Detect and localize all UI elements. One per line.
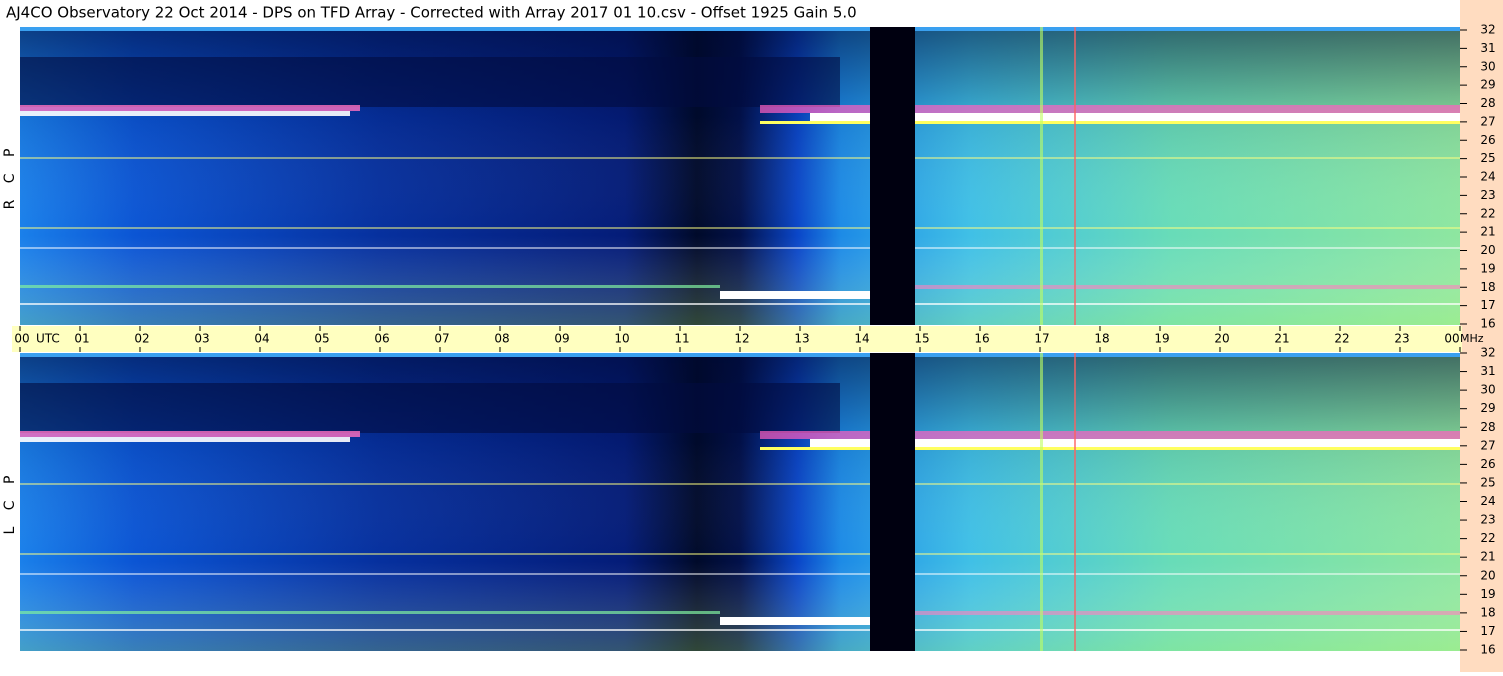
- time-label: 10: [614, 332, 629, 346]
- time-label: 22: [1334, 332, 1349, 346]
- time-label: 18: [1094, 332, 1109, 346]
- freq-label: 25: [1480, 475, 1495, 489]
- freq-label: 31: [1480, 41, 1495, 55]
- time-label: 19: [1154, 332, 1169, 346]
- freq-label: 16: [1480, 643, 1495, 657]
- freq-label: 23: [1480, 513, 1495, 527]
- time-label: 15: [914, 332, 929, 346]
- panel-label: R C P: [2, 143, 18, 210]
- freq-axis: [1460, 0, 1503, 672]
- time-label: 00: [1444, 332, 1459, 346]
- freq-label: 20: [1480, 243, 1495, 257]
- time-label: 01: [74, 332, 89, 346]
- freq-label: 21: [1480, 550, 1495, 564]
- freq-label: 28: [1480, 420, 1495, 434]
- freq-unit: MHz: [1460, 332, 1484, 345]
- time-label: 07: [434, 332, 449, 346]
- axes: 00 01 02 03 04 05 06 07 08 09 10 11 12 13 14 15 16 17 18 19…: [14, 23, 1495, 657]
- time-label: 06: [374, 332, 389, 346]
- time-label: 13: [794, 332, 809, 346]
- time-label: 00: [14, 332, 29, 346]
- freq-label: 19: [1480, 587, 1495, 601]
- panel-label: L C P: [2, 470, 18, 535]
- time-label: 11: [674, 332, 689, 346]
- time-label: 02: [134, 332, 149, 346]
- time-unit: UTC: [36, 332, 60, 346]
- freq-label: 20: [1480, 568, 1495, 582]
- freq-label: 17: [1480, 624, 1495, 638]
- freq-label: 26: [1480, 457, 1495, 471]
- freq-label: 27: [1480, 438, 1495, 452]
- freq-label: 24: [1480, 494, 1495, 508]
- freq-label: 21: [1480, 225, 1495, 239]
- freq-label: 27: [1480, 114, 1495, 128]
- freq-label: 31: [1480, 364, 1495, 378]
- title: AJ4CO Observatory 22 Oct 2014 - DPS on T…: [6, 4, 857, 22]
- time-label: 05: [314, 332, 329, 346]
- rcp-spectrogram: [20, 27, 1470, 325]
- freq-label: 18: [1480, 605, 1495, 619]
- time-label: 14: [854, 332, 869, 346]
- freq-label: 28: [1480, 96, 1495, 110]
- time-label: 17: [1034, 332, 1049, 346]
- freq-label: 17: [1480, 298, 1495, 312]
- freq-label: 16: [1480, 317, 1495, 331]
- freq-label: 32: [1480, 23, 1495, 37]
- freq-label: 18: [1480, 280, 1495, 294]
- freq-label: 22: [1480, 206, 1495, 220]
- freq-label: 29: [1480, 78, 1495, 92]
- freq-label: 26: [1480, 133, 1495, 147]
- time-label: 20: [1214, 332, 1229, 346]
- time-label: 03: [194, 332, 209, 346]
- time-label: 04: [254, 332, 269, 346]
- time-label: 09: [554, 332, 569, 346]
- time-label: 12: [734, 332, 749, 346]
- time-label: 23: [1394, 332, 1409, 346]
- freq-label: 30: [1480, 383, 1495, 397]
- freq-label: 19: [1480, 261, 1495, 275]
- freq-label: 32: [1480, 346, 1495, 360]
- title-bar: [0, 0, 1503, 27]
- freq-label: 24: [1480, 170, 1495, 184]
- freq-label: 25: [1480, 151, 1495, 165]
- freq-label: 22: [1480, 531, 1495, 545]
- time-label: 16: [974, 332, 989, 346]
- time-label: 21: [1274, 332, 1289, 346]
- freq-label: 29: [1480, 401, 1495, 415]
- time-label: 08: [494, 332, 509, 346]
- freq-label: 30: [1480, 59, 1495, 73]
- lcp-spectrogram: [20, 353, 1470, 651]
- freq-label: 23: [1480, 188, 1495, 202]
